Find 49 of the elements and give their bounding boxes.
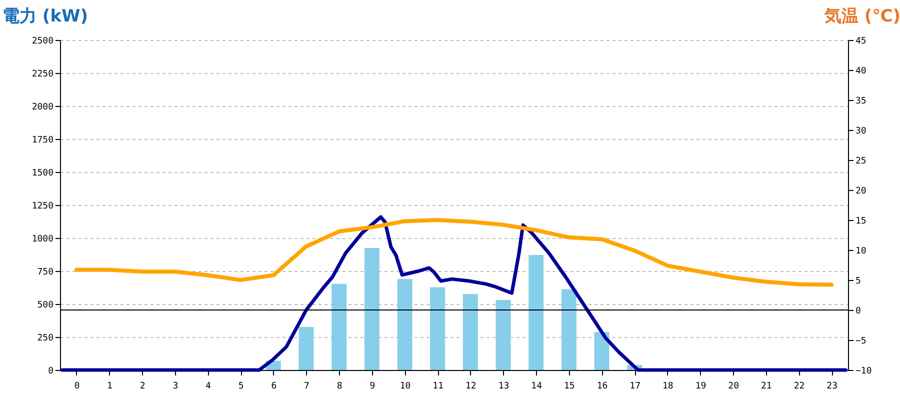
y2-tick-label: 45 <box>856 36 866 46</box>
x-tick-label: 0 <box>74 382 80 392</box>
y2-tick-label: 30 <box>856 126 866 136</box>
y-tick-label: 1750 <box>32 136 54 146</box>
y-tick-label: 2000 <box>32 102 54 112</box>
x-tick-label: 1 <box>107 382 112 392</box>
x-tick-label: 9 <box>370 382 376 392</box>
y2-tick-label: −10 <box>856 366 872 376</box>
y-axis-title: 電力 (kW) <box>2 6 88 26</box>
y2-tick-label: 10 <box>856 246 866 256</box>
y2-tick-label: 25 <box>856 156 866 166</box>
x-tick-label: 21 <box>760 382 772 392</box>
y2-tick-label: 35 <box>856 96 866 106</box>
y2-tick-label: 20 <box>856 186 866 196</box>
x-tick-label: 15 <box>564 382 575 392</box>
x-tick-label: 5 <box>238 382 244 392</box>
y-tick-label: 1250 <box>32 202 54 212</box>
y-tick-label: 500 <box>37 300 54 310</box>
y2-tick-label: 0 <box>856 306 861 316</box>
y-tick-label: 1500 <box>32 168 54 178</box>
x-tick-label: 22 <box>794 382 805 392</box>
y-tick-label: 2250 <box>32 70 54 80</box>
y2-tick-label: 15 <box>856 216 866 226</box>
y-tick-label: 250 <box>37 334 54 344</box>
y-tick-label: 1000 <box>32 234 54 244</box>
y2-tick-label: 5 <box>856 276 861 286</box>
y-tick-label: 750 <box>37 268 54 278</box>
x-tick-label: 8 <box>336 382 342 392</box>
x-tick-label: 10 <box>400 382 411 392</box>
x-tick-label: 16 <box>596 382 608 392</box>
x-tick-label: 20 <box>728 382 740 392</box>
y2-tick-label: −5 <box>856 336 866 346</box>
x-tick-label: 4 <box>206 382 211 392</box>
y2-axis-title: 気温 (℃) <box>823 6 900 26</box>
x-tick-label: 3 <box>172 382 178 392</box>
x-tick-label: 12 <box>465 382 476 392</box>
y-tick-label: 0 <box>48 366 54 376</box>
x-tick-label: 14 <box>531 382 542 392</box>
x-tick-label: 6 <box>271 382 277 392</box>
x-tick-label: 13 <box>498 382 510 392</box>
x-tick-label: 7 <box>304 382 310 392</box>
x-tick-label: 17 <box>630 382 641 392</box>
y-tick-label: 2500 <box>32 36 54 46</box>
x-tick-label: 11 <box>432 382 444 392</box>
x-tick-label: 19 <box>695 382 706 392</box>
x-tick-label: 23 <box>826 382 838 392</box>
y2-tick-label: 40 <box>856 66 866 76</box>
x-tick-label: 2 <box>140 382 146 392</box>
x-tick-label: 18 <box>662 382 674 392</box>
